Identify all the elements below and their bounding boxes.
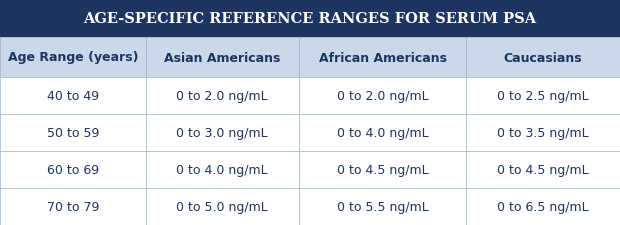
Text: 0 to 6.5 ng/mL: 0 to 6.5 ng/mL: [497, 200, 589, 213]
Text: 40 to 49: 40 to 49: [46, 90, 99, 103]
Bar: [299, 115, 466, 151]
Bar: [299, 38, 466, 78]
Bar: [146, 78, 299, 115]
Bar: [299, 188, 466, 225]
Bar: [146, 188, 299, 225]
Bar: [466, 78, 620, 115]
Text: 0 to 2.5 ng/mL: 0 to 2.5 ng/mL: [497, 90, 589, 103]
Text: Asian Americans: Asian Americans: [164, 51, 280, 64]
Bar: [146, 151, 299, 188]
Bar: [466, 188, 620, 225]
Bar: [0, 151, 146, 188]
Bar: [299, 151, 466, 188]
Text: Age Range (years): Age Range (years): [7, 51, 138, 64]
Text: 0 to 3.5 ng/mL: 0 to 3.5 ng/mL: [497, 126, 589, 139]
Bar: [0, 0, 620, 38]
Bar: [0, 78, 146, 115]
Text: 70 to 79: 70 to 79: [46, 200, 99, 213]
Text: 0 to 2.0 ng/mL: 0 to 2.0 ng/mL: [337, 90, 428, 103]
Text: AGE-SPECIFIC REFERENCE RANGES FOR SERUM PSA: AGE-SPECIFIC REFERENCE RANGES FOR SERUM …: [84, 12, 536, 26]
Text: 0 to 4.0 ng/mL: 0 to 4.0 ng/mL: [177, 163, 268, 176]
Text: 0 to 4.5 ng/mL: 0 to 4.5 ng/mL: [497, 163, 589, 176]
Text: Caucasians: Caucasians: [504, 51, 582, 64]
Bar: [146, 115, 299, 151]
Bar: [466, 115, 620, 151]
Text: 50 to 59: 50 to 59: [46, 126, 99, 139]
Text: 0 to 3.0 ng/mL: 0 to 3.0 ng/mL: [177, 126, 268, 139]
Bar: [0, 188, 146, 225]
Bar: [0, 38, 146, 78]
Bar: [466, 38, 620, 78]
Bar: [466, 151, 620, 188]
Text: 0 to 5.0 ng/mL: 0 to 5.0 ng/mL: [177, 200, 268, 213]
Text: 0 to 4.0 ng/mL: 0 to 4.0 ng/mL: [337, 126, 428, 139]
Text: 0 to 2.0 ng/mL: 0 to 2.0 ng/mL: [177, 90, 268, 103]
Text: 0 to 4.5 ng/mL: 0 to 4.5 ng/mL: [337, 163, 428, 176]
Bar: [299, 78, 466, 115]
Bar: [0, 115, 146, 151]
Bar: [146, 38, 299, 78]
Text: 0 to 5.5 ng/mL: 0 to 5.5 ng/mL: [337, 200, 428, 213]
Text: 60 to 69: 60 to 69: [46, 163, 99, 176]
Text: African Americans: African Americans: [319, 51, 446, 64]
